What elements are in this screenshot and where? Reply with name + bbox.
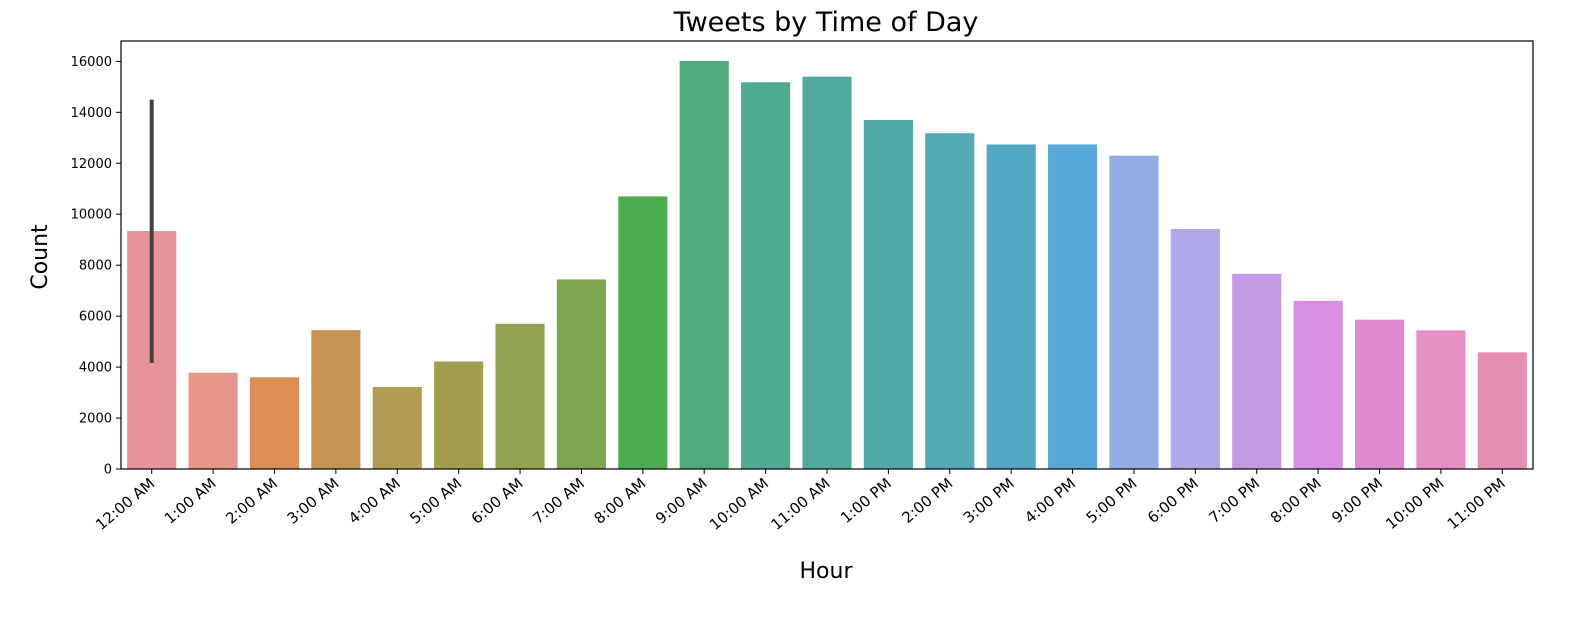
bars-group bbox=[127, 60, 1527, 470]
x-tick-label: 10:00 AM bbox=[706, 474, 772, 534]
x-tick-label: 1:00 PM bbox=[837, 474, 895, 527]
y-tick-label: 4000 bbox=[79, 361, 112, 376]
x-tick-label: 10:00 PM bbox=[1382, 474, 1447, 533]
x-tick-label: 3:00 AM bbox=[284, 474, 343, 527]
chart-title: Tweets by Time of Day bbox=[673, 7, 979, 38]
y-tick-label: 0 bbox=[104, 463, 112, 478]
x-tick-label: 2:00 AM bbox=[222, 474, 281, 527]
bar-6-00-pm bbox=[1170, 229, 1220, 469]
bar-5-00-pm bbox=[1109, 155, 1159, 469]
y-tick-label: 12000 bbox=[71, 157, 112, 172]
bar-7-00-am bbox=[556, 279, 606, 469]
bar-4-00-am bbox=[372, 386, 422, 469]
bar-3-00-am bbox=[311, 330, 361, 469]
x-tick-label: 2:00 PM bbox=[898, 474, 956, 527]
x-tick-label: 4:00 PM bbox=[1021, 474, 1079, 527]
bar-11-00-am bbox=[802, 76, 852, 470]
x-tick-label: 11:00 PM bbox=[1444, 474, 1509, 533]
x-tick-label: 7:00 AM bbox=[529, 474, 588, 527]
x-axis-title: Hour bbox=[800, 559, 854, 584]
bar-9-00-pm bbox=[1354, 319, 1405, 469]
y-axis: 0 2000 4000 6000 8000 10000 12000 14000 16000 bbox=[71, 55, 121, 478]
bar-4-00-pm bbox=[1048, 144, 1098, 469]
x-tick-label: 6:00 PM bbox=[1144, 474, 1202, 527]
bar-2-00-pm bbox=[925, 133, 975, 469]
x-tick-label: 12:00 AM bbox=[92, 474, 158, 534]
y-tick-label: 6000 bbox=[79, 310, 112, 325]
x-tick-label: 7:00 PM bbox=[1205, 474, 1263, 527]
x-tick-label: 4:00 AM bbox=[345, 474, 404, 527]
x-tick-label: 1:00 AM bbox=[161, 474, 220, 527]
x-tick-label: 8:00 PM bbox=[1267, 474, 1325, 527]
x-tick-label: 3:00 PM bbox=[960, 474, 1018, 527]
bar-10-00-am bbox=[741, 82, 791, 470]
y-tick-label: 10000 bbox=[71, 208, 112, 223]
bar-8-00-pm bbox=[1293, 300, 1343, 469]
x-axis: 12:00 AM 1:00 AM 2:00 AM 3:00 AM 4:00 AM 5:00… bbox=[92, 469, 1509, 534]
y-axis-title: Count bbox=[28, 224, 53, 290]
bar-8-00-am bbox=[618, 196, 668, 469]
bar-1-00-am bbox=[188, 372, 238, 469]
bar-5-00-am bbox=[434, 361, 484, 469]
y-tick-label: 16000 bbox=[71, 55, 112, 70]
bar-3-00-pm bbox=[986, 144, 1036, 469]
y-tick-label: 14000 bbox=[71, 106, 112, 121]
x-tick-label: 5:00 AM bbox=[406, 474, 465, 527]
bar-9-00-am bbox=[679, 60, 729, 470]
x-tick-label: 6:00 AM bbox=[468, 474, 527, 527]
bar-6-00-am bbox=[495, 323, 545, 469]
y-tick-label: 2000 bbox=[79, 412, 112, 427]
x-tick-label: 8:00 AM bbox=[591, 474, 650, 527]
bar-11-00-pm bbox=[1477, 352, 1527, 469]
bar-1-00-pm bbox=[863, 119, 913, 469]
bar-10-00-pm bbox=[1416, 330, 1466, 469]
x-tick-label: 9:00 AM bbox=[652, 474, 711, 527]
bar-7-00-pm bbox=[1232, 273, 1282, 469]
x-tick-label: 5:00 PM bbox=[1083, 474, 1141, 527]
x-tick-label: 9:00 PM bbox=[1328, 474, 1386, 527]
y-tick-label: 8000 bbox=[79, 259, 112, 274]
x-tick-label: 11:00 AM bbox=[767, 474, 833, 534]
bar-2-00-am bbox=[249, 377, 300, 469]
